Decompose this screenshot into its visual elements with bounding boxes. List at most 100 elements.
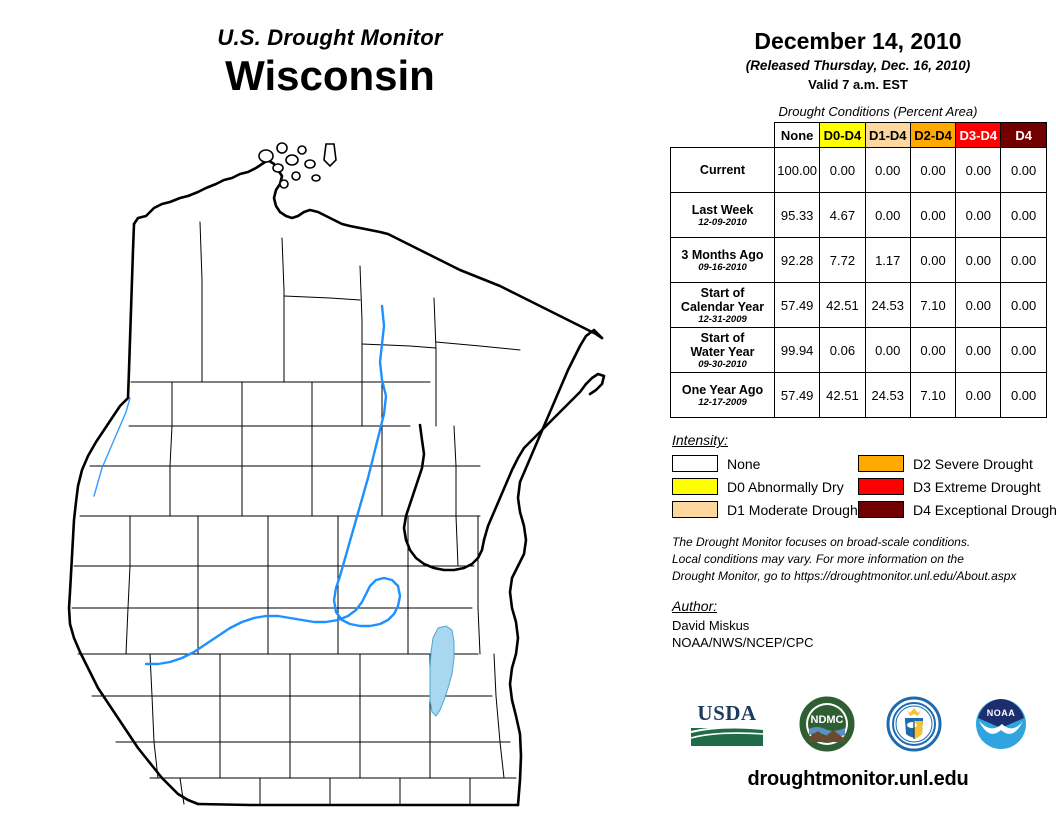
table-row: Current 100.00 0.00 0.00 0.00 0.00 0.00 — [670, 147, 1047, 194]
release-date: (Released Thursday, Dec. 16, 2010) — [745, 58, 971, 74]
door-peninsula-tip — [584, 372, 606, 396]
program-title: U.S. Drought Monitor — [217, 25, 443, 50]
legend-label-d3: D3 Extreme Drought — [913, 478, 1041, 495]
svg-text:USDA: USDA — [698, 701, 758, 725]
lake-superior-shoreline — [132, 158, 604, 340]
table-header-d0-d4: D0-D4 — [819, 122, 866, 149]
table-cell-value: 0.00 — [955, 237, 1002, 284]
legend-item-d4: D4 Exceptional Drought — [858, 501, 1056, 519]
author-name: David Miskus — [672, 618, 750, 634]
table-row: Start of Calendar Year 12-31-2009 57.49 42.5… — [670, 282, 1047, 329]
usda-logo[interactable]: USDA — [687, 698, 767, 755]
state-title: Wisconsin — [225, 52, 435, 100]
disclaimer-text: The Drought Monitor focuses on broad-sca… — [660, 534, 1056, 584]
table-cell-value: 42.51 — [819, 372, 866, 419]
drought-conditions-table: None D0-D4 D1-D4 D2-D4 D3-D4 D4 Current 100.00… — [670, 122, 1047, 419]
table-cell-value: 4.67 — [819, 192, 866, 239]
legend-swatch-d1 — [672, 501, 718, 519]
table-header-d1-d4: D1-D4 — [864, 122, 911, 149]
apostle-islands — [258, 142, 337, 189]
valid-date: December 14, 2010 — [754, 28, 962, 54]
author-affiliation: NOAA/NWS/NCEP/CPC — [672, 635, 814, 651]
row-date: 09-16-2010 — [698, 261, 747, 273]
legend-label-d4: D4 Exceptional Drought — [913, 501, 1056, 518]
table-cell-value: 0.00 — [1000, 192, 1047, 239]
wisconsin-drought-map[interactable] — [30, 130, 660, 810]
legend-swatch-d0 — [672, 478, 718, 496]
author-label: Author: — [672, 598, 718, 615]
map-title-block: U.S. Drought Monitor Wisconsin — [0, 25, 660, 100]
commerce-seal-logo[interactable] — [886, 696, 942, 757]
table-cell-value: 0.00 — [864, 327, 911, 374]
row-label: 3 Months Ago 09-16-2010 — [670, 237, 775, 284]
table-row: One Year Ago 12-17-2009 57.49 42.51 24.53 7.1… — [670, 372, 1047, 419]
legend-item-d3: D3 Extreme Drought — [858, 478, 1044, 496]
wisconsin-state-fill — [68, 218, 600, 806]
table-cell-value: 0.00 — [955, 282, 1002, 329]
legend-label-d1: D1 Moderate Drought — [727, 501, 862, 518]
table-row: Last Week 12-09-2010 95.33 4.67 0.00 0.00 0.00… — [670, 192, 1047, 239]
table-header-row: None D0-D4 D1-D4 D2-D4 D3-D4 D4 — [671, 122, 1047, 149]
ndmc-logo[interactable]: NDMC — [798, 695, 856, 758]
row-label: Start of Calendar Year 12-31-2009 — [670, 282, 775, 329]
table-body: Current 100.00 0.00 0.00 0.00 0.00 0.00 Last We… — [670, 147, 1047, 419]
table-corner-cell — [671, 123, 775, 148]
table-cell-value: 42.51 — [819, 282, 866, 329]
legend-swatch-d3 — [858, 478, 904, 496]
table-header-d4: D4 — [1000, 122, 1047, 149]
table-cell-value: 0.00 — [1000, 147, 1047, 194]
date-block: December 14, 2010 (Released Thursday, De… — [660, 0, 1056, 92]
row-date: 12-31-2009 — [698, 313, 747, 325]
state-boundary-layer — [67, 158, 606, 807]
table-cell-value: 92.28 — [773, 237, 821, 284]
site-url[interactable]: droughtmonitor.unl.edu — [747, 768, 969, 790]
disclaimer-line-3: Drought Monitor, go to https://droughtmo… — [672, 568, 1017, 583]
table-row: Start of Water Year 09-30-2010 99.94 0.06 0.0… — [670, 327, 1047, 374]
legend-label-d0: D0 Abnormally Dry — [727, 478, 844, 495]
table-cell-value: 0.00 — [1000, 237, 1047, 284]
legend-swatch-d4 — [858, 501, 904, 519]
agency-logos: USDA NDMC — [660, 688, 1056, 764]
legend-swatch-none — [672, 455, 718, 473]
legend-item-d0: D0 Abnormally Dry — [672, 478, 858, 496]
western-border — [67, 222, 200, 806]
row-label: Start of Water Year 09-30-2010 — [670, 327, 775, 374]
table-cell-value: 0.00 — [955, 372, 1002, 419]
lake-michigan-shoreline — [508, 328, 604, 807]
row-label: Current — [670, 147, 775, 194]
table-cell-value: 0.00 — [864, 147, 911, 194]
noaa-logo[interactable]: NOAA — [973, 696, 1029, 757]
table-cell-value: 0.00 — [1000, 282, 1047, 329]
row-date: 12-17-2009 — [698, 396, 747, 408]
intensity-legend: Intensity: None D2 Severe Drought D0 Abnor… — [660, 432, 1056, 519]
legend-item-d2: D2 Severe Drought — [858, 455, 1044, 473]
table-cell-value: 24.53 — [864, 282, 911, 329]
table-header-none: None — [773, 122, 821, 149]
disclaimer-line-1: The Drought Monitor focuses on broad-sca… — [672, 535, 971, 550]
table-cell-value: 0.06 — [819, 327, 866, 374]
lake-winnebago — [429, 625, 455, 717]
wisconsin-river — [144, 304, 402, 666]
table-cell-value: 1.17 — [864, 237, 911, 284]
table-cell-value: 0.00 — [909, 147, 957, 194]
legend-label-none: None — [727, 455, 761, 472]
table-caption: Drought Conditions (Percent Area) — [778, 104, 978, 120]
disclaimer-line-2: Local conditions may vary. For more info… — [672, 551, 964, 566]
legend-label-d2: D2 Severe Drought — [913, 455, 1033, 472]
table-header-d2-d4: D2-D4 — [909, 122, 957, 149]
table-cell-value: 0.00 — [909, 192, 957, 239]
table-cell-value: 7.10 — [909, 282, 957, 329]
table-cell-value: 0.00 — [1000, 372, 1047, 419]
table-cell-value: 0.00 — [819, 147, 866, 194]
table-cell-value: 7.10 — [909, 372, 957, 419]
table-cell-value: 57.49 — [773, 372, 821, 419]
row-label: Last Week 12-09-2010 — [670, 192, 775, 239]
green-bay-east-shore — [482, 382, 588, 542]
drought-conditions-table-holder: None D0-D4 D1-D4 D2-D4 D3-D4 D4 Current 100.00… — [660, 122, 1056, 419]
table-row: 3 Months Ago 09-16-2010 92.28 7.72 1.17 0.00 0… — [670, 237, 1047, 284]
svg-text:NDMC: NDMC — [810, 714, 843, 726]
green-bay-west-shore — [402, 423, 486, 572]
table-cell-value: 95.33 — [773, 192, 821, 239]
table-cell-value: 0.00 — [1000, 327, 1047, 374]
